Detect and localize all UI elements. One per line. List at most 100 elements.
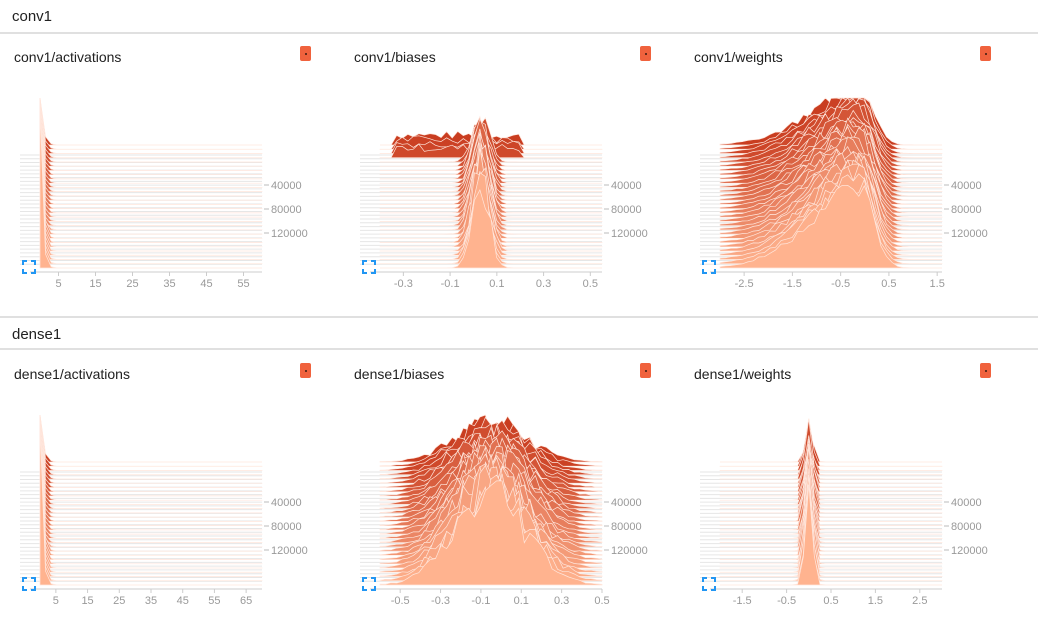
ridge-area (39, 478, 263, 548)
ridge-area (719, 418, 943, 467)
ridge-area (379, 117, 603, 163)
menu-dot-icon[interactable] (300, 363, 311, 378)
y-tick-label: 80000 (271, 204, 302, 216)
ridge-area (39, 97, 263, 256)
ridge-area (719, 474, 943, 582)
ridge-area (39, 97, 263, 243)
ridge-area (39, 461, 263, 531)
ridge-area (719, 480, 943, 560)
ridge-area (39, 105, 263, 265)
ridge-area (39, 419, 263, 488)
ridge-area (39, 414, 263, 560)
x-tick-label: 25 (113, 595, 125, 607)
ridge-area (719, 459, 943, 548)
expand-icon[interactable] (362, 260, 376, 274)
x-tick-label: 0.1 (514, 595, 529, 607)
menu-dot-icon[interactable] (640, 46, 651, 61)
ridge-area (39, 110, 263, 180)
histogram-chart: 40000 80000 120000 5 15 25 35 45 55 65 (20, 414, 308, 607)
y-tick-label: 40000 (951, 180, 982, 192)
section-header-conv1[interactable]: conv1 (0, 0, 1038, 34)
ridge-area (39, 457, 263, 526)
menu-dot-icon[interactable] (300, 46, 311, 61)
ridge-area (39, 106, 263, 176)
card-title: conv1/weights (694, 49, 783, 65)
section-header-dense1[interactable]: dense1 (0, 316, 1038, 350)
histogram-card: dense1/weights 40000 80000 120000 -1.5 -0.5 0.… (692, 359, 1012, 619)
histogram-chart: 40000 80000 120000 -1.5 -0.5 0.5 1.5 2.5 (700, 418, 988, 607)
x-tick-label: 15 (89, 278, 101, 290)
ridge-area (719, 491, 943, 552)
ridge-area (719, 446, 943, 535)
ridge-area (39, 102, 263, 171)
x-tick-label: 1.5 (930, 278, 945, 290)
ridge-area (39, 466, 263, 535)
ridge-area (39, 140, 263, 209)
ridge-area (719, 446, 943, 493)
ridge-area (39, 127, 263, 197)
ridge-area (39, 144, 263, 214)
ridge-area (39, 109, 262, 269)
menu-dot-icon[interactable] (640, 363, 651, 378)
ridge-area (719, 483, 943, 565)
ridge-area (719, 461, 943, 539)
ridge-area (39, 414, 263, 476)
ridge-area (719, 445, 943, 484)
ridge-area (39, 123, 263, 193)
y-tick-label: 120000 (611, 545, 648, 557)
y-tick-label: 80000 (951, 204, 982, 216)
ridge-area (719, 454, 943, 510)
expand-icon[interactable] (702, 260, 716, 274)
ridge-area (719, 435, 943, 488)
ridge-area (39, 97, 263, 154)
ridge-area (719, 438, 943, 514)
x-tick-label: 35 (145, 595, 157, 607)
menu-dot-icon[interactable] (980, 46, 991, 61)
expand-icon[interactable] (362, 577, 376, 591)
expand-icon[interactable] (702, 577, 716, 591)
histogram-card: conv1/weights 40000 80000 120000 -2.5 -1.5 -0.… (692, 42, 1012, 302)
ridge-area (39, 415, 263, 484)
x-tick-label: 2.5 (912, 595, 927, 607)
menu-dot-icon[interactable] (980, 363, 991, 378)
ridge-area (39, 414, 263, 569)
y-tick-label: 40000 (611, 180, 642, 192)
expand-icon[interactable] (22, 577, 36, 591)
x-tick-label: 65 (240, 595, 252, 607)
y-tick-label: 80000 (611, 204, 642, 216)
y-tick-label: 40000 (271, 497, 302, 509)
ridge-area (719, 438, 943, 476)
ridge-area (39, 418, 263, 577)
ridge-area (39, 132, 263, 201)
expand-icon[interactable] (22, 260, 36, 274)
y-tick-label: 80000 (271, 521, 302, 533)
ridge-area (719, 463, 943, 543)
ridge-area (720, 432, 942, 463)
x-tick-label: 0.5 (823, 595, 838, 607)
ridge-area (39, 414, 263, 565)
x-tick-label: 35 (163, 278, 175, 290)
x-tick-label: -0.5 (777, 595, 796, 607)
x-tick-label: 5 (53, 595, 59, 607)
ridge-area (39, 115, 263, 184)
ridge-area (39, 101, 263, 260)
ridge-area (39, 470, 263, 539)
ridge-area (719, 508, 943, 573)
y-tick-label: 120000 (271, 228, 308, 240)
x-tick-label: 1.5 (868, 595, 883, 607)
ridge-area (379, 137, 603, 205)
y-tick-label: 40000 (611, 497, 642, 509)
histogram-card: conv1/activations 40000 80000 120000 5 15 25 35… (12, 42, 332, 302)
y-tick-label: 120000 (951, 545, 988, 557)
y-tick-label: 40000 (951, 497, 982, 509)
histogram-chart: 40000 80000 120000 5 15 25 35 45 55 (20, 97, 308, 290)
card-title: conv1/activations (14, 49, 122, 65)
ridge-area (39, 422, 263, 582)
x-tick-label: -1.5 (733, 595, 752, 607)
x-tick-label: -0.5 (831, 278, 850, 290)
ridge-area (719, 418, 943, 480)
ridge-area (719, 435, 943, 471)
histogram-chart: 40000 80000 120000 -2.5 -1.5 -0.5 0.5 1.5 (700, 97, 988, 290)
ridge-area (379, 163, 603, 231)
ridge-area (39, 453, 263, 522)
